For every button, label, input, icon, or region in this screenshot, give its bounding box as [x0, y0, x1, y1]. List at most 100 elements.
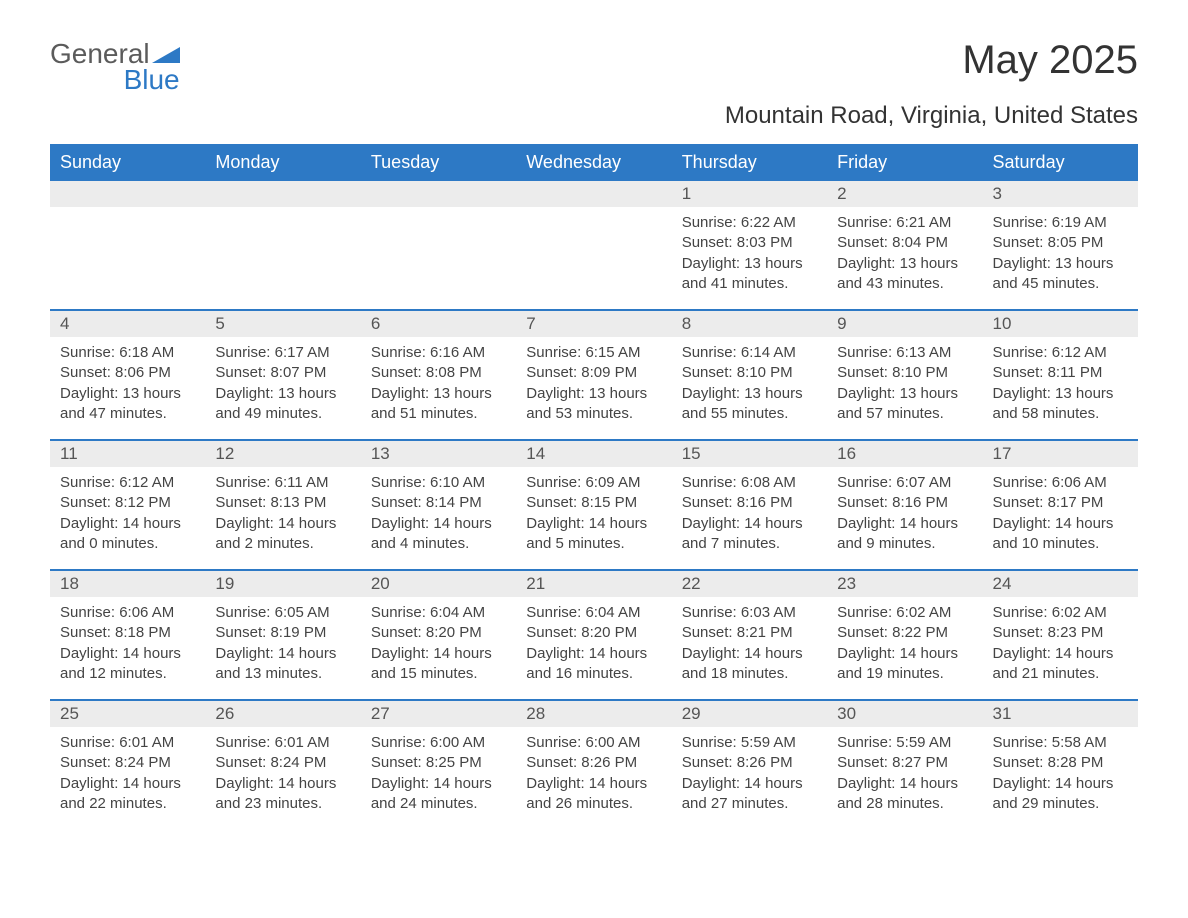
daylight-line-1: Daylight: 14 hours: [215, 514, 350, 534]
day-content: Sunrise: 6:21 AMSunset: 8:04 PMDaylight:…: [827, 207, 982, 294]
daylight-line-2: and 21 minutes.: [993, 664, 1128, 684]
calendar-day: 7Sunrise: 6:15 AMSunset: 8:09 PMDaylight…: [516, 311, 671, 439]
daylight-line-2: and 58 minutes.: [993, 404, 1128, 424]
sunset-line: Sunset: 8:12 PM: [60, 493, 195, 513]
day-number-band: 28: [516, 701, 671, 727]
sunrise-line: Sunrise: 6:08 AM: [682, 473, 817, 493]
daylight-line-1: Daylight: 14 hours: [371, 774, 506, 794]
sunrise-line: Sunrise: 6:01 AM: [215, 733, 350, 753]
day-content: Sunrise: 6:06 AMSunset: 8:17 PMDaylight:…: [983, 467, 1138, 554]
sunrise-line: Sunrise: 5:58 AM: [993, 733, 1128, 753]
sunset-line: Sunset: 8:07 PM: [215, 363, 350, 383]
sunset-line: Sunset: 8:24 PM: [60, 753, 195, 773]
daylight-line-1: Daylight: 13 hours: [682, 254, 817, 274]
sunset-line: Sunset: 8:10 PM: [837, 363, 972, 383]
calendar-day: 9Sunrise: 6:13 AMSunset: 8:10 PMDaylight…: [827, 311, 982, 439]
sunrise-line: Sunrise: 6:12 AM: [60, 473, 195, 493]
sunset-line: Sunset: 8:25 PM: [371, 753, 506, 773]
calendar-day: 11Sunrise: 6:12 AMSunset: 8:12 PMDayligh…: [50, 441, 205, 569]
calendar-day: 22Sunrise: 6:03 AMSunset: 8:21 PMDayligh…: [672, 571, 827, 699]
daylight-line-1: Daylight: 14 hours: [993, 514, 1128, 534]
day-content: Sunrise: 6:19 AMSunset: 8:05 PMDaylight:…: [983, 207, 1138, 294]
day-content: Sunrise: 6:02 AMSunset: 8:22 PMDaylight:…: [827, 597, 982, 684]
day-content: Sunrise: 6:12 AMSunset: 8:12 PMDaylight:…: [50, 467, 205, 554]
daylight-line-1: Daylight: 14 hours: [60, 774, 195, 794]
day-number-band: 7: [516, 311, 671, 337]
daylight-line-2: and 0 minutes.: [60, 534, 195, 554]
sunset-line: Sunset: 8:05 PM: [993, 233, 1128, 253]
calendar-week-row: 4Sunrise: 6:18 AMSunset: 8:06 PMDaylight…: [50, 309, 1138, 439]
day-content: Sunrise: 6:02 AMSunset: 8:23 PMDaylight:…: [983, 597, 1138, 684]
sunset-line: Sunset: 8:19 PM: [215, 623, 350, 643]
day-number-band: [50, 181, 205, 207]
daylight-line-1: Daylight: 14 hours: [60, 644, 195, 664]
day-number-band: 17: [983, 441, 1138, 467]
day-content: Sunrise: 6:05 AMSunset: 8:19 PMDaylight:…: [205, 597, 360, 684]
sunrise-line: Sunrise: 6:09 AM: [526, 473, 661, 493]
day-number-band: 20: [361, 571, 516, 597]
day-number-band: [205, 181, 360, 207]
day-number-band: 2: [827, 181, 982, 207]
sunrise-line: Sunrise: 6:14 AM: [682, 343, 817, 363]
calendar-day: 5Sunrise: 6:17 AMSunset: 8:07 PMDaylight…: [205, 311, 360, 439]
day-content: Sunrise: 6:17 AMSunset: 8:07 PMDaylight:…: [205, 337, 360, 424]
sunrise-line: Sunrise: 6:12 AM: [993, 343, 1128, 363]
calendar-body: 1Sunrise: 6:22 AMSunset: 8:03 PMDaylight…: [50, 181, 1138, 829]
day-content: Sunrise: 6:03 AMSunset: 8:21 PMDaylight:…: [672, 597, 827, 684]
daylight-line-1: Daylight: 13 hours: [526, 384, 661, 404]
daylight-line-2: and 2 minutes.: [215, 534, 350, 554]
calendar-week-row: 11Sunrise: 6:12 AMSunset: 8:12 PMDayligh…: [50, 439, 1138, 569]
sunset-line: Sunset: 8:16 PM: [837, 493, 972, 513]
day-content: Sunrise: 6:08 AMSunset: 8:16 PMDaylight:…: [672, 467, 827, 554]
daylight-line-2: and 57 minutes.: [837, 404, 972, 424]
daylight-line-2: and 4 minutes.: [371, 534, 506, 554]
page-subtitle: Mountain Road, Virginia, United States: [50, 102, 1138, 130]
day-number-band: 15: [672, 441, 827, 467]
daylight-line-2: and 45 minutes.: [993, 274, 1128, 294]
weekday-header-cell: Wednesday: [516, 144, 671, 181]
sunset-line: Sunset: 8:21 PM: [682, 623, 817, 643]
calendar-day: 12Sunrise: 6:11 AMSunset: 8:13 PMDayligh…: [205, 441, 360, 569]
sunset-line: Sunset: 8:17 PM: [993, 493, 1128, 513]
sunset-line: Sunset: 8:22 PM: [837, 623, 972, 643]
daylight-line-2: and 13 minutes.: [215, 664, 350, 684]
daylight-line-2: and 15 minutes.: [371, 664, 506, 684]
sunset-line: Sunset: 8:11 PM: [993, 363, 1128, 383]
day-content: Sunrise: 6:01 AMSunset: 8:24 PMDaylight:…: [50, 727, 205, 814]
daylight-line-1: Daylight: 14 hours: [993, 774, 1128, 794]
day-number-band: 31: [983, 701, 1138, 727]
calendar-week-row: 25Sunrise: 6:01 AMSunset: 8:24 PMDayligh…: [50, 699, 1138, 829]
sunrise-line: Sunrise: 6:05 AM: [215, 603, 350, 623]
day-content: Sunrise: 6:12 AMSunset: 8:11 PMDaylight:…: [983, 337, 1138, 424]
daylight-line-2: and 12 minutes.: [60, 664, 195, 684]
daylight-line-1: Daylight: 14 hours: [371, 514, 506, 534]
day-content: Sunrise: 5:59 AMSunset: 8:27 PMDaylight:…: [827, 727, 982, 814]
sunset-line: Sunset: 8:14 PM: [371, 493, 506, 513]
daylight-line-2: and 24 minutes.: [371, 794, 506, 814]
sunset-line: Sunset: 8:23 PM: [993, 623, 1128, 643]
sunset-line: Sunset: 8:06 PM: [60, 363, 195, 383]
daylight-line-2: and 41 minutes.: [682, 274, 817, 294]
daylight-line-1: Daylight: 13 hours: [215, 384, 350, 404]
daylight-line-1: Daylight: 14 hours: [526, 644, 661, 664]
sunrise-line: Sunrise: 6:02 AM: [993, 603, 1128, 623]
weekday-header-cell: Thursday: [672, 144, 827, 181]
day-number-band: 30: [827, 701, 982, 727]
page-header: General Blue May 2025: [50, 40, 1138, 94]
calendar-day: 8Sunrise: 6:14 AMSunset: 8:10 PMDaylight…: [672, 311, 827, 439]
calendar-day: 18Sunrise: 6:06 AMSunset: 8:18 PMDayligh…: [50, 571, 205, 699]
day-number-band: 19: [205, 571, 360, 597]
daylight-line-1: Daylight: 13 hours: [60, 384, 195, 404]
day-content: Sunrise: 6:15 AMSunset: 8:09 PMDaylight:…: [516, 337, 671, 424]
sunrise-line: Sunrise: 6:22 AM: [682, 213, 817, 233]
sunset-line: Sunset: 8:26 PM: [682, 753, 817, 773]
sunrise-line: Sunrise: 6:06 AM: [60, 603, 195, 623]
sunrise-line: Sunrise: 6:10 AM: [371, 473, 506, 493]
daylight-line-2: and 26 minutes.: [526, 794, 661, 814]
sunset-line: Sunset: 8:10 PM: [682, 363, 817, 383]
sunrise-line: Sunrise: 6:04 AM: [526, 603, 661, 623]
day-content: Sunrise: 6:18 AMSunset: 8:06 PMDaylight:…: [50, 337, 205, 424]
day-number-band: [361, 181, 516, 207]
weekday-header-cell: Sunday: [50, 144, 205, 181]
daylight-line-2: and 47 minutes.: [60, 404, 195, 424]
